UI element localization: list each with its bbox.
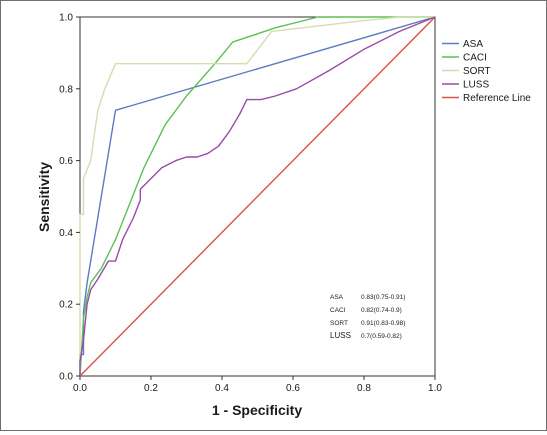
annotation-label: SORT: [330, 320, 348, 327]
x-axis-label: 1 - Specificity: [212, 402, 302, 418]
legend-label-reference-line: Reference Line: [463, 93, 531, 104]
annotation-value: 0.82(0.74-0.9): [361, 307, 402, 314]
x-tick-label: 0.0: [73, 383, 87, 394]
legend-label-sort: SORT: [463, 66, 491, 77]
y-tick-label: 0.0: [59, 372, 73, 383]
x-tick-label: 1.0: [428, 383, 442, 394]
annotation-value: 0.7(0.59-0.82): [361, 333, 402, 340]
series-layer: [79, 16, 436, 377]
legend: ASA CACI SORT LUSS Reference Line: [442, 39, 531, 104]
annotation-label: ASA: [330, 294, 344, 301]
auc-annotation: ASA 0.83(0.75-0.91) CACI 0.82(0.74-0.9) SORT…: [330, 294, 405, 340]
annotation-label: LUSS: [330, 331, 351, 340]
series-line-caci: [79, 16, 435, 377]
y-tick-label: 0.4: [59, 228, 73, 239]
x-tick-label: 0.8: [357, 383, 371, 394]
legend-label-asa: ASA: [463, 39, 483, 50]
y-tick-label: 1.0: [59, 13, 73, 24]
x-tick-label: 0.4: [215, 383, 229, 394]
series-line-luss: [79, 16, 436, 376]
annotation-value: 0.83(0.75-0.91): [361, 294, 405, 301]
legend-label-luss: LUSS: [463, 80, 489, 91]
annotation-value: 0.91(0.83-0.98): [361, 320, 405, 327]
series-line-reference-line: [79, 16, 436, 377]
series-line-sort: [79, 16, 435, 376]
y-tick-label: 0.8: [59, 84, 73, 95]
annotation-label: CACI: [330, 307, 346, 314]
y-tick-label: 0.6: [59, 156, 73, 167]
x-tick-label: 0.2: [144, 383, 158, 394]
axes-layer: 0.0 0.2 0.4 0.6 0.8 1.0 0.0 0.2 0.4 0.6 0.8 1.0: [59, 13, 442, 395]
legend-label-caci: CACI: [463, 53, 487, 64]
x-tick-label: 0.6: [286, 383, 300, 394]
y-axis-label: Sensitivity: [36, 162, 52, 232]
y-tick-label: 0.2: [59, 300, 73, 311]
